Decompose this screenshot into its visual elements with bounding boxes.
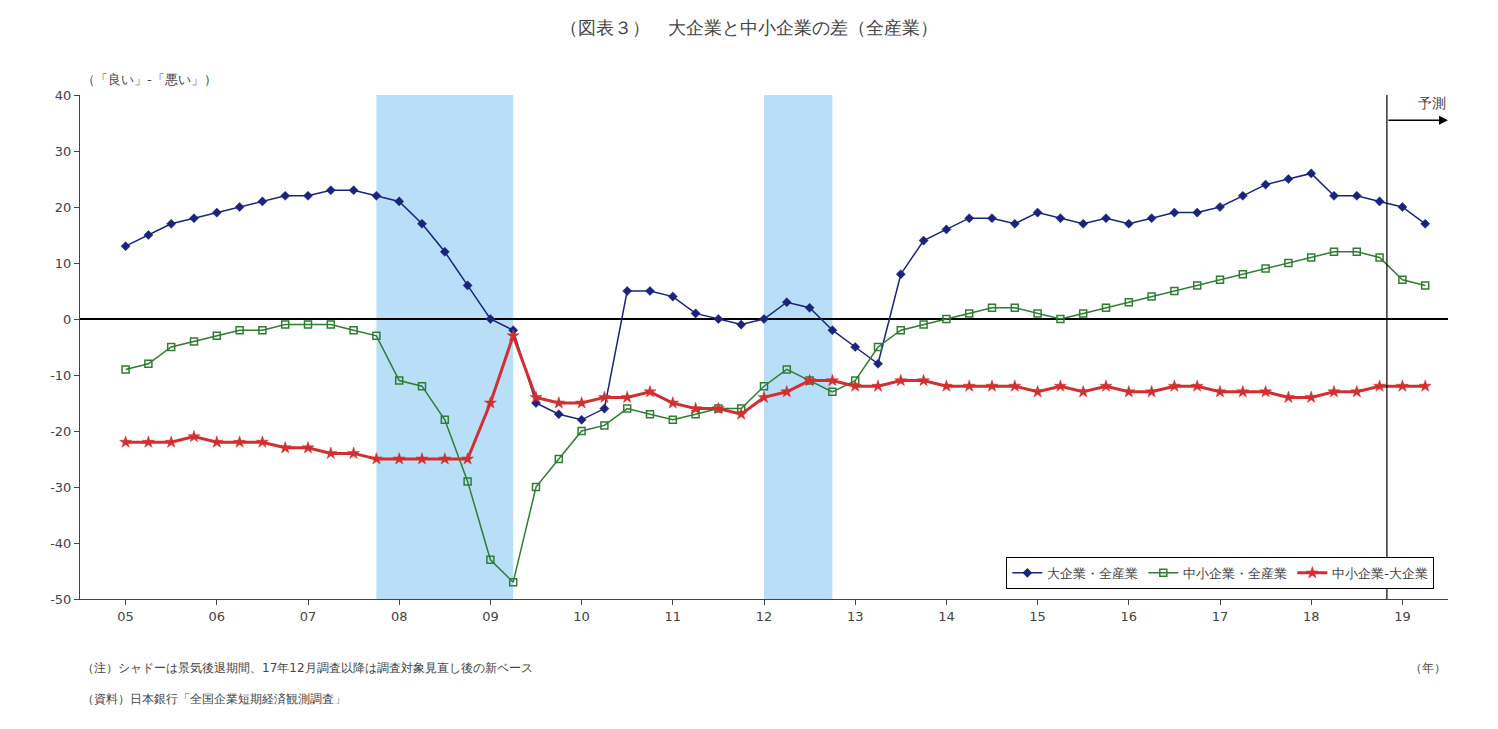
svg-text:05: 05 (117, 609, 134, 624)
svg-text:-10: -10 (50, 368, 71, 383)
svg-text:12: 12 (756, 609, 773, 624)
svg-text:08: 08 (391, 609, 408, 624)
svg-text:40: 40 (55, 88, 72, 103)
svg-text:中小企業-大企業: 中小企業-大企業 (1332, 566, 1428, 581)
svg-text:大企業・全産業: 大企業・全産業 (1047, 566, 1138, 581)
svg-text:10: 10 (573, 609, 590, 624)
svg-text:10: 10 (55, 256, 72, 271)
svg-text:18: 18 (1303, 609, 1320, 624)
svg-text:16: 16 (1121, 609, 1138, 624)
svg-text:（注）シャドーは景気後退期間、17年12月調査以降は調査対象: （注）シャドーは景気後退期間、17年12月調査以降は調査対象見直し後の新ベース (82, 661, 533, 675)
svg-text:（年）: （年） (1410, 661, 1446, 675)
svg-text:-40: -40 (50, 536, 71, 551)
svg-text:19: 19 (1394, 609, 1411, 624)
svg-text:11: 11 (665, 609, 682, 624)
svg-text:-20: -20 (50, 424, 71, 439)
svg-text:09: 09 (482, 609, 499, 624)
svg-text:中小企業・全産業: 中小企業・全産業 (1183, 566, 1287, 581)
svg-text:（「良い」-「悪い」）: （「良い」-「悪い」） (82, 72, 217, 87)
svg-text:14: 14 (938, 609, 955, 624)
svg-text:30: 30 (55, 144, 72, 159)
svg-text:06: 06 (209, 609, 226, 624)
svg-text:予測: 予測 (1418, 95, 1446, 111)
svg-text:0: 0 (63, 312, 71, 327)
svg-text:17: 17 (1212, 609, 1229, 624)
svg-text:13: 13 (847, 609, 864, 624)
svg-text:20: 20 (55, 200, 72, 215)
svg-text:07: 07 (300, 609, 317, 624)
svg-text:15: 15 (1029, 609, 1046, 624)
svg-text:-30: -30 (50, 480, 71, 495)
svg-text:（図表３） 大企業と中小企業の差（全産業）: （図表３） 大企業と中小企業の差（全産業） (560, 17, 938, 38)
svg-text:（資料）日本銀行「全国企業短期経済観測調査」: （資料）日本銀行「全国企業短期経済観測調査」 (82, 692, 346, 706)
svg-text:-50: -50 (50, 592, 71, 607)
